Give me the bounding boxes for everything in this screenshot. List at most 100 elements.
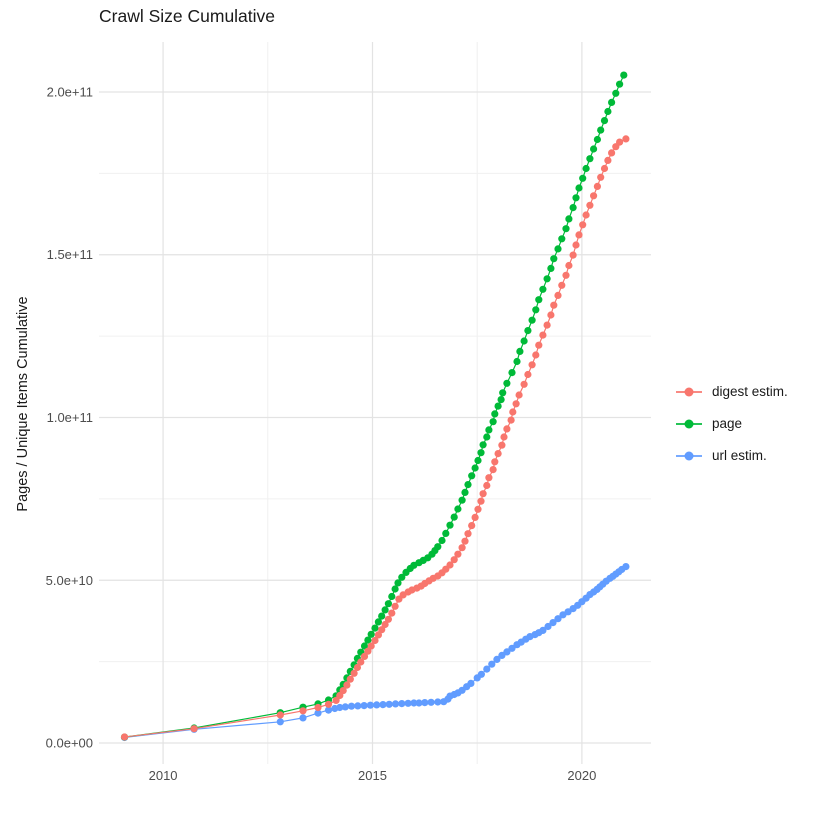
data-point — [324, 706, 333, 714]
data-point — [483, 665, 491, 673]
data-point — [394, 579, 402, 587]
data-point — [569, 204, 577, 212]
data-point — [434, 543, 442, 551]
data-point — [590, 192, 598, 200]
data-point — [489, 418, 497, 426]
data-point — [532, 306, 540, 314]
data-point — [346, 675, 354, 683]
data-point — [547, 264, 555, 272]
data-point — [450, 513, 458, 521]
data-point — [500, 433, 508, 441]
x-tick-label: 2010 — [149, 768, 178, 783]
legend-item-page: page — [676, 413, 788, 434]
data-point — [600, 117, 609, 125]
chart-title: Crawl Size Cumulative — [99, 6, 276, 26]
data-point — [543, 321, 551, 329]
data-point — [582, 164, 590, 173]
data-point — [485, 426, 493, 434]
data-point — [488, 660, 496, 668]
y-tick-label: 1.0e+11 — [47, 410, 93, 425]
data-point — [454, 505, 462, 513]
data-point — [520, 380, 528, 388]
data-point — [341, 703, 349, 711]
x-tick-label: 2015 — [358, 768, 387, 783]
data-point — [477, 670, 485, 678]
data-point — [600, 164, 609, 173]
data-point — [590, 145, 598, 153]
y-tick-label: 1.5e+11 — [47, 247, 93, 262]
data-point — [558, 235, 566, 243]
data-point — [314, 709, 322, 717]
data-point — [477, 449, 485, 457]
data-point — [507, 416, 515, 424]
data-point — [421, 699, 429, 707]
y-tick-label: 2.0e+11 — [47, 84, 93, 99]
data-point — [360, 702, 368, 710]
data-point — [489, 466, 497, 474]
data-point — [388, 609, 396, 617]
data-point — [391, 602, 399, 610]
data-point — [575, 231, 583, 239]
data-point — [434, 698, 442, 706]
data-point — [620, 71, 628, 79]
data-point — [491, 458, 499, 466]
data-point — [276, 718, 284, 726]
data-point — [467, 679, 475, 688]
data-point — [524, 370, 532, 379]
data-point — [554, 291, 562, 299]
data-point — [520, 337, 528, 345]
data-point — [381, 620, 389, 629]
data-point — [565, 215, 573, 223]
data-point — [547, 311, 555, 319]
data-point — [371, 624, 379, 632]
data-point — [378, 626, 386, 634]
data-point — [379, 701, 387, 709]
data-point — [550, 301, 558, 309]
data-point — [549, 619, 557, 627]
data-point — [398, 573, 406, 581]
data-point — [324, 700, 333, 708]
data-point — [616, 80, 624, 88]
data-point — [450, 556, 458, 564]
data-point — [374, 618, 382, 626]
data-point — [474, 505, 482, 513]
data-point — [336, 703, 344, 712]
data-point — [461, 488, 469, 496]
data-point — [582, 211, 590, 219]
data-point — [572, 241, 580, 249]
data-point — [350, 669, 358, 677]
data-point — [471, 513, 479, 522]
legend: digest estim. page url estim. — [676, 381, 788, 466]
data-point — [276, 711, 284, 719]
data-point — [485, 474, 493, 482]
data-point — [299, 707, 307, 715]
data-point — [446, 521, 454, 529]
series-line-digest-estim- — [124, 138, 627, 738]
data-point — [381, 606, 389, 614]
data-point — [562, 225, 570, 233]
data-point — [374, 631, 382, 639]
data-point — [468, 522, 476, 530]
data-point — [347, 702, 356, 710]
data-point — [471, 464, 479, 472]
data-point — [524, 327, 532, 335]
data-point — [586, 201, 594, 209]
data-point — [539, 626, 547, 635]
data-point — [454, 550, 462, 558]
data-point — [565, 261, 573, 270]
data-point — [604, 156, 612, 164]
data-point — [360, 642, 369, 650]
data-point — [579, 174, 587, 182]
data-point — [616, 138, 624, 146]
data-point — [535, 296, 543, 304]
data-point — [572, 194, 580, 202]
data-point — [597, 126, 605, 134]
legend-label: url estim. — [712, 448, 767, 463]
data-point — [458, 496, 466, 504]
data-point — [508, 369, 516, 377]
data-point — [461, 537, 469, 545]
data-point — [503, 648, 511, 656]
data-point — [353, 663, 361, 672]
data-point — [446, 561, 454, 569]
